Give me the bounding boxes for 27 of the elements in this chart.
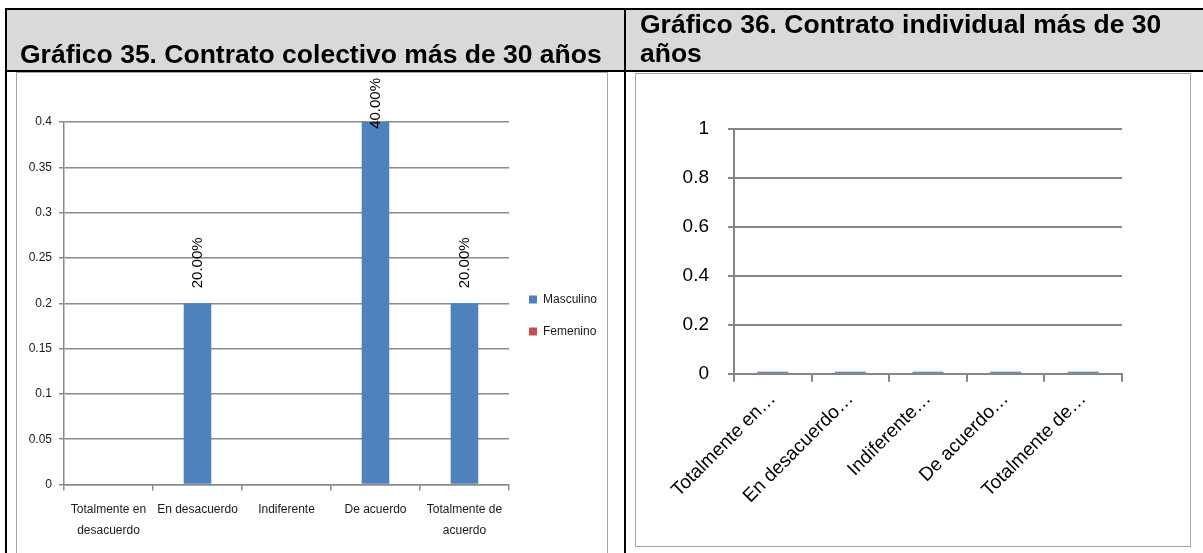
y-tick-label: 0.6 [682, 214, 709, 236]
chart-title: Gráfico 35. Contrato colectivo más de 30 años [20, 39, 603, 69]
y-tick-label: 0.05 [28, 431, 53, 446]
y-tick-label: 0.8 [682, 165, 709, 187]
y-tick-label: 0 [698, 361, 709, 383]
y-tick-label: 0.3 [35, 204, 53, 219]
data-label: 20.00% [187, 237, 205, 289]
legend-label: Masculino [542, 291, 598, 306]
y-tick-label: 1 [698, 116, 709, 138]
y-tick-label: 0.2 [682, 312, 709, 334]
y-tick-label: 0.2 [35, 295, 53, 310]
y-tick-label: 0.4 [35, 114, 53, 129]
y-tick-label: 0.35 [28, 159, 53, 174]
y-tick-label: 0.4 [682, 263, 710, 285]
y-tick-label: 0 [45, 476, 53, 491]
x-tick-label: Totalmente de acuerdo [426, 501, 503, 538]
y-tick-label: 0.1 [35, 386, 53, 401]
y-tick-label: 0.25 [28, 250, 53, 265]
x-tick-label: Indiferente [258, 501, 316, 516]
legend-label: Femenino [542, 323, 597, 338]
x-tick-label: De acuerdo [344, 501, 407, 516]
chart-title: Gráfico 36. Contrato individual más de 30 años [640, 9, 1163, 68]
data-label: 20.00% [454, 237, 472, 289]
x-tick-label: Totalmente en desacuerdo [70, 501, 147, 538]
data-label: 40.00% [365, 78, 383, 129]
x-tick-label: En desacuerdo [157, 501, 239, 516]
y-tick-label: 0.15 [28, 340, 53, 355]
